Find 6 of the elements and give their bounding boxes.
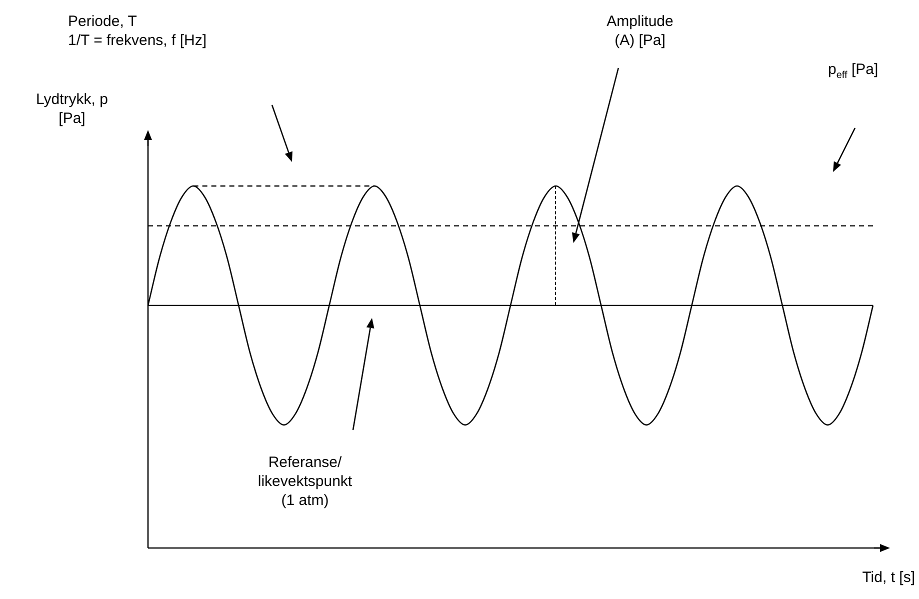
annotation: Referanse/ likevektspunkt (1 atm): [258, 453, 352, 510]
text: Amplitude (A) [Pa]: [606, 12, 674, 50]
x-axis-title: Tid, t [s]: [862, 568, 915, 587]
text: p$_{eff}$ [Pa]: [828, 60, 878, 83]
text: Periode, T 1/T = frekvens, f [Hz]: [68, 12, 207, 50]
y-axis-title: Lydtrykk, p [Pa]: [36, 90, 108, 128]
